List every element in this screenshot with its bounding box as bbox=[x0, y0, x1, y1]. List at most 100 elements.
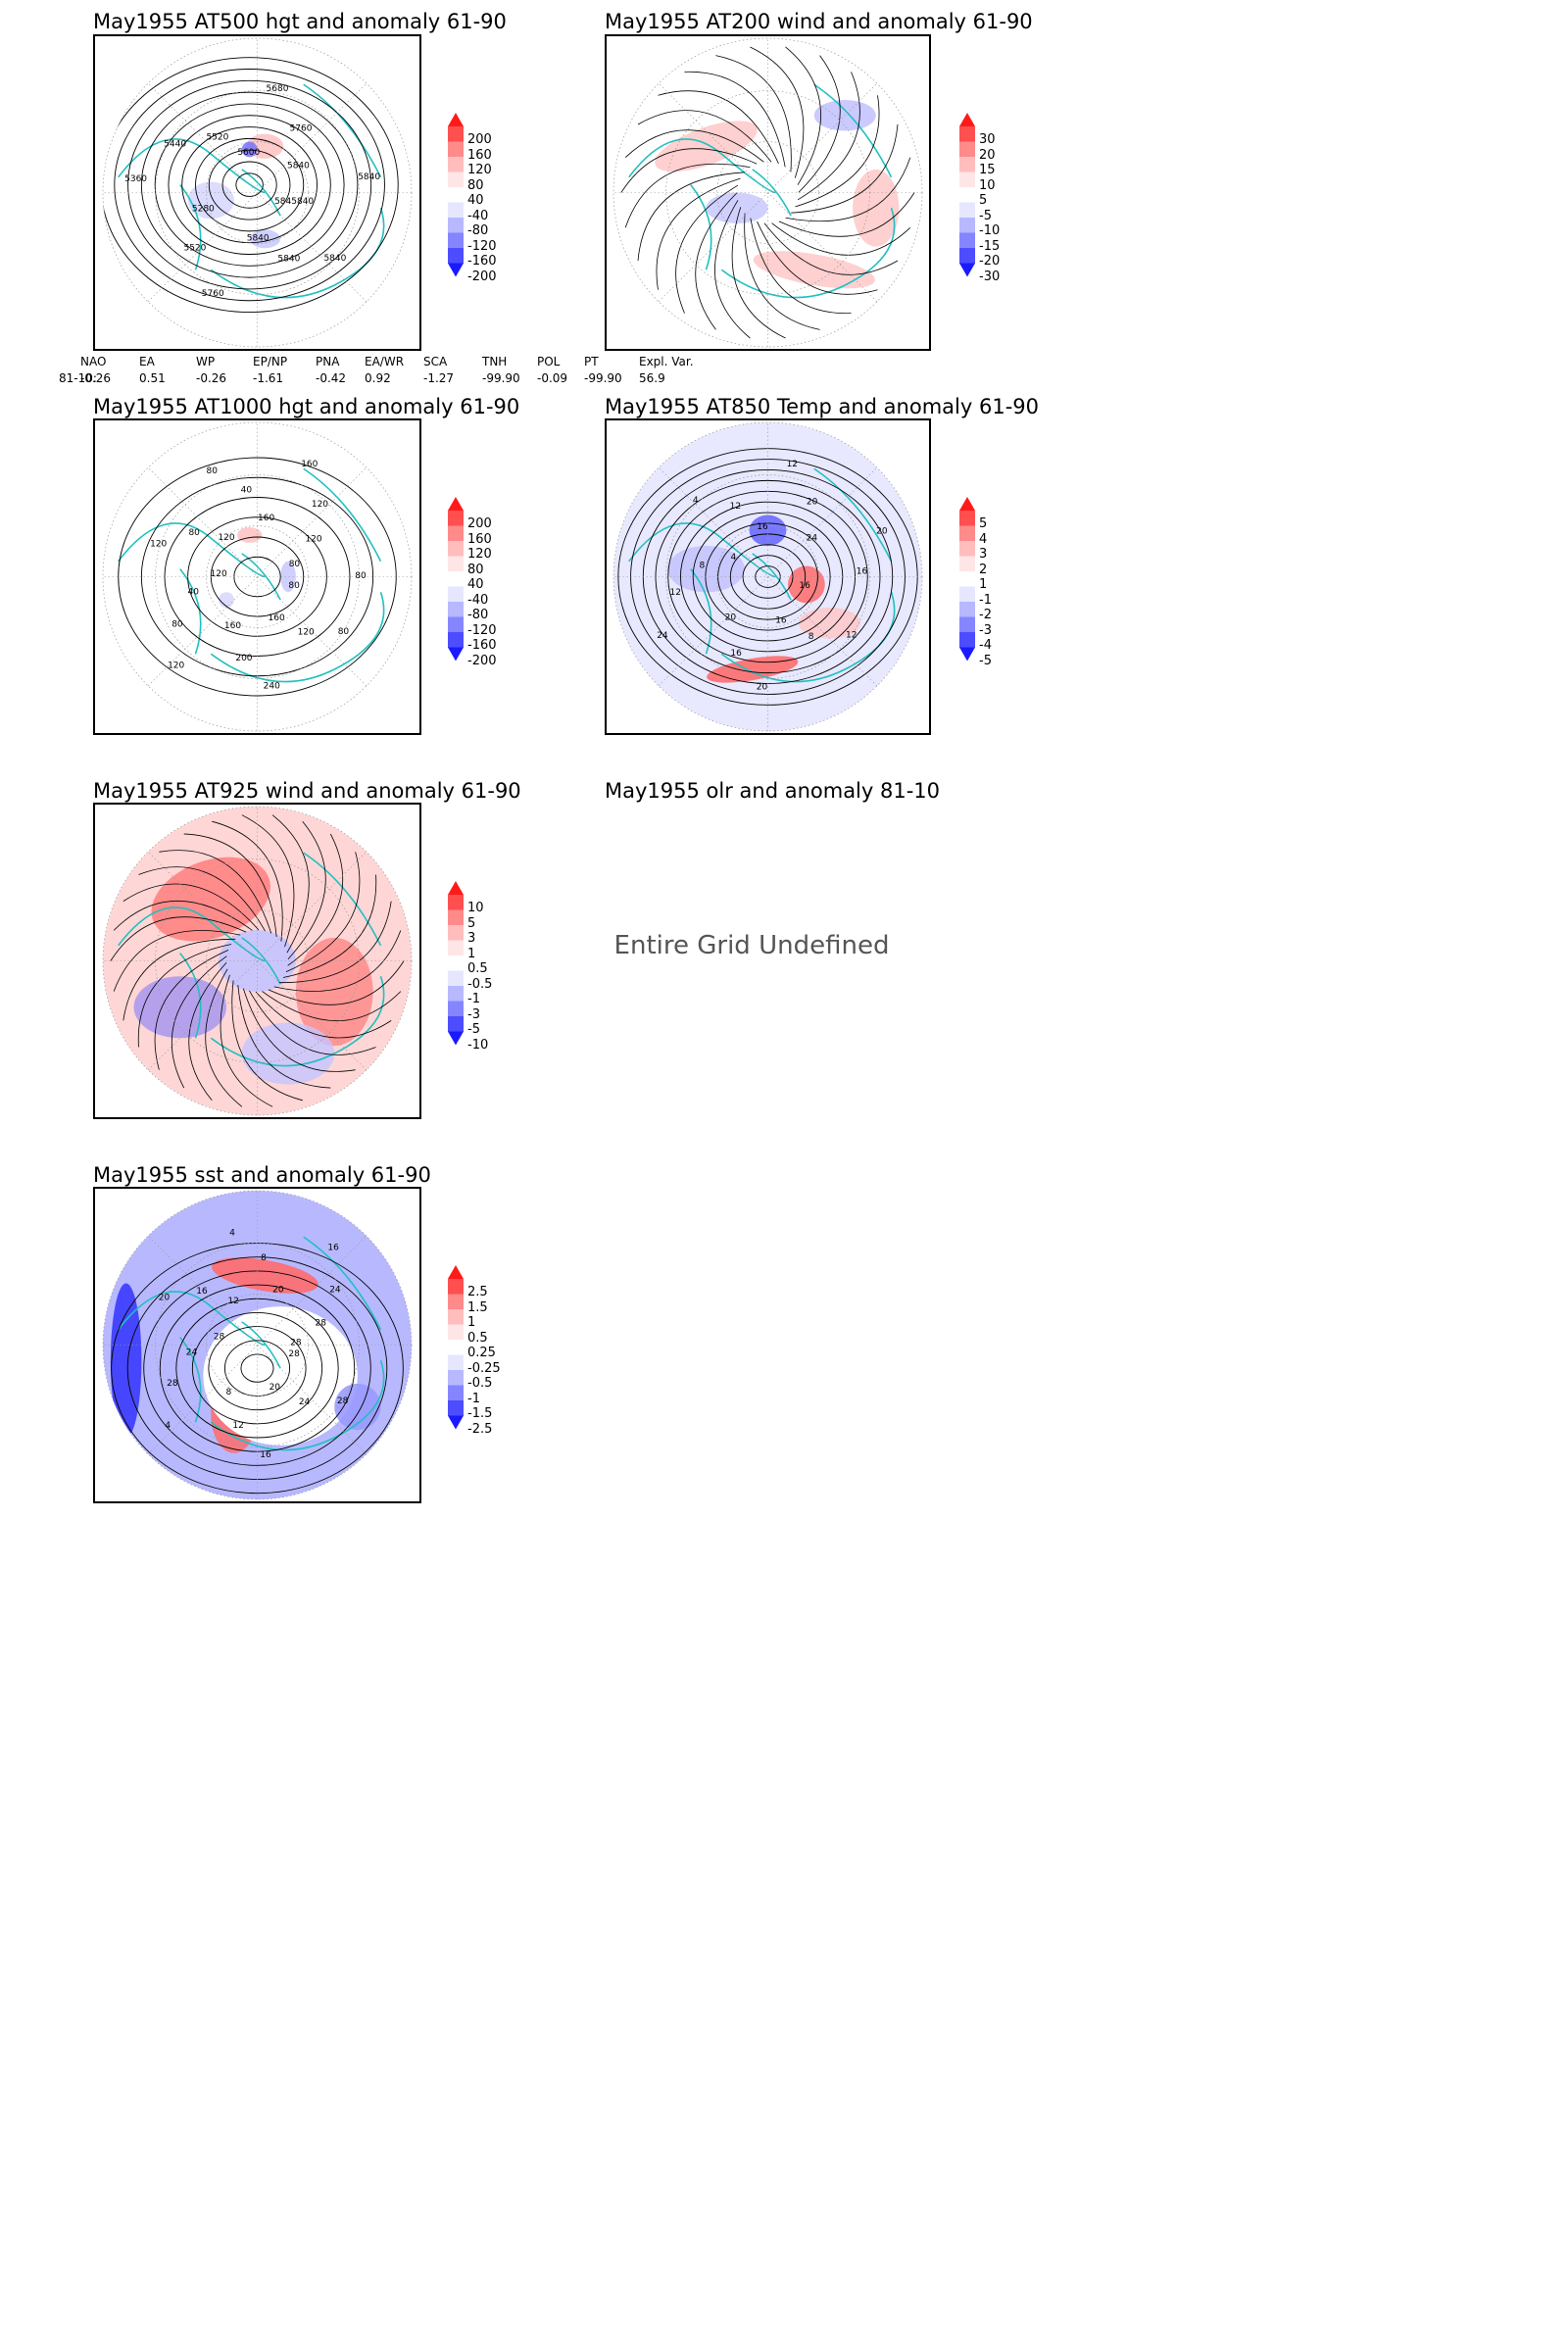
colorbar-cap-max bbox=[448, 881, 464, 895]
colorbar-cap-max bbox=[448, 1265, 464, 1279]
colorbar-segment bbox=[959, 187, 975, 203]
panel-title-500hgt: May1955 AT500 hgt and anomaly 61-90 bbox=[93, 10, 507, 33]
coastline bbox=[813, 467, 893, 563]
colorbar-swatches bbox=[959, 113, 975, 277]
streamline bbox=[684, 71, 786, 168]
meridian-line bbox=[147, 1235, 368, 1455]
colorbar-label: 1 bbox=[979, 577, 988, 592]
colorbar-segment bbox=[448, 556, 464, 572]
colorbar-segment bbox=[448, 1370, 464, 1386]
colorbar-segment bbox=[959, 141, 975, 158]
map-1000hgt: 80 80 120 160 240 200 160 120 80 40 120 120 80 120 80 4… bbox=[93, 418, 421, 735]
colorbar-label: -10 bbox=[467, 1037, 489, 1053]
contour-label: 16 bbox=[799, 581, 810, 591]
streamline bbox=[637, 172, 745, 262]
colorbar-segment bbox=[448, 940, 464, 956]
contour-label: 120 bbox=[168, 661, 184, 670]
contour-label: 20 bbox=[876, 527, 888, 537]
contour-label: 5840 bbox=[287, 161, 310, 171]
streamline bbox=[778, 192, 915, 237]
colorbar-cap-min bbox=[448, 1031, 464, 1046]
colorbar-segment bbox=[448, 541, 464, 557]
contour-label: 12 bbox=[670, 588, 681, 598]
contour-label: 120 bbox=[305, 535, 321, 545]
contour-label: 5520 bbox=[206, 132, 228, 142]
streamline bbox=[137, 944, 232, 1048]
contour-line bbox=[235, 172, 264, 197]
streamline bbox=[110, 916, 247, 961]
contour-label: 5840 bbox=[277, 255, 300, 265]
streamline bbox=[785, 46, 821, 185]
colorbar-segment bbox=[448, 616, 464, 633]
contour-line bbox=[208, 149, 291, 220]
coastline bbox=[179, 184, 202, 270]
colorbar-label: 80 bbox=[467, 177, 484, 193]
contour-label: 16 bbox=[857, 567, 868, 577]
colorbar-segment bbox=[448, 126, 464, 142]
colorbar-500hgt: 200 160 120 80 40 -40 -80 -120 -160 -200 bbox=[446, 113, 524, 294]
coastline bbox=[241, 937, 281, 985]
colorbar-segment bbox=[448, 1001, 464, 1017]
streamline bbox=[255, 991, 392, 1039]
streamline bbox=[212, 820, 283, 942]
colorbar-segment bbox=[448, 909, 464, 926]
colorbar-segment bbox=[448, 632, 464, 648]
streamline bbox=[744, 213, 820, 330]
coastline bbox=[210, 591, 385, 683]
colorbar-label: 3 bbox=[979, 547, 988, 562]
colorbar-label: 200 bbox=[467, 516, 492, 531]
colorbar-label: -15 bbox=[979, 238, 1001, 254]
colorbar-cap-min bbox=[959, 263, 975, 277]
contour-label: 5840 bbox=[358, 172, 380, 182]
contour-label: 28 bbox=[290, 1339, 302, 1348]
colorbar-segment bbox=[448, 232, 464, 249]
contour-label: 5520 bbox=[183, 243, 206, 253]
streamline bbox=[231, 980, 303, 1102]
anomaly-positive-area bbox=[203, 1306, 358, 1446]
anomaly-positive-area bbox=[707, 656, 799, 683]
meridian-line bbox=[147, 851, 368, 1071]
colorbar-label: -200 bbox=[467, 269, 497, 284]
panel-title-850temp: May1955 AT850 Temp and anomaly 61-90 bbox=[605, 395, 1039, 418]
anomaly-positive-area bbox=[151, 857, 270, 942]
colorbar-segment bbox=[959, 602, 975, 617]
colorbar-segment bbox=[448, 895, 464, 910]
coastline bbox=[241, 553, 281, 601]
coastline bbox=[118, 138, 266, 194]
colorbar-segment bbox=[448, 1016, 464, 1032]
contour-label: 120 bbox=[150, 539, 167, 549]
streamline bbox=[205, 968, 243, 1107]
contour-label: 5840 bbox=[323, 254, 346, 264]
streamline bbox=[273, 930, 402, 992]
colorbar-label: -5 bbox=[979, 208, 992, 223]
streamline bbox=[241, 814, 295, 948]
anomaly-negative-area bbox=[706, 192, 768, 223]
colorbar-segment bbox=[448, 1340, 464, 1355]
streamline bbox=[656, 177, 741, 290]
anomaly-positive-area bbox=[212, 1257, 318, 1294]
colorbar-segment bbox=[448, 141, 464, 158]
contour-label: 28 bbox=[288, 1349, 300, 1359]
colorbar-label: 120 bbox=[467, 163, 492, 177]
colorbar-label: 0.5 bbox=[467, 961, 488, 976]
map-200wind bbox=[605, 34, 931, 351]
streamline bbox=[791, 123, 899, 214]
undefined-grid-message: Entire Grid Undefined bbox=[613, 931, 890, 960]
colorbar-segment bbox=[959, 586, 975, 603]
contour-label: 40 bbox=[241, 486, 253, 496]
streamline bbox=[797, 72, 860, 201]
contour-label: 20 bbox=[725, 613, 737, 623]
streamline bbox=[715, 55, 792, 172]
polar-map-925wind bbox=[102, 806, 413, 1116]
contour-label: 12 bbox=[227, 1297, 238, 1306]
contour-label: 120 bbox=[298, 628, 315, 638]
contour-label: 20 bbox=[159, 1294, 171, 1303]
colorbar-cap-max bbox=[448, 113, 464, 126]
contour-label: 80 bbox=[207, 466, 219, 476]
colorbar-segment bbox=[448, 187, 464, 203]
colorbar-segment bbox=[448, 157, 464, 172]
coastline bbox=[241, 169, 281, 217]
contour-label: 8 bbox=[225, 1388, 231, 1397]
contour-label: 12 bbox=[846, 631, 857, 641]
